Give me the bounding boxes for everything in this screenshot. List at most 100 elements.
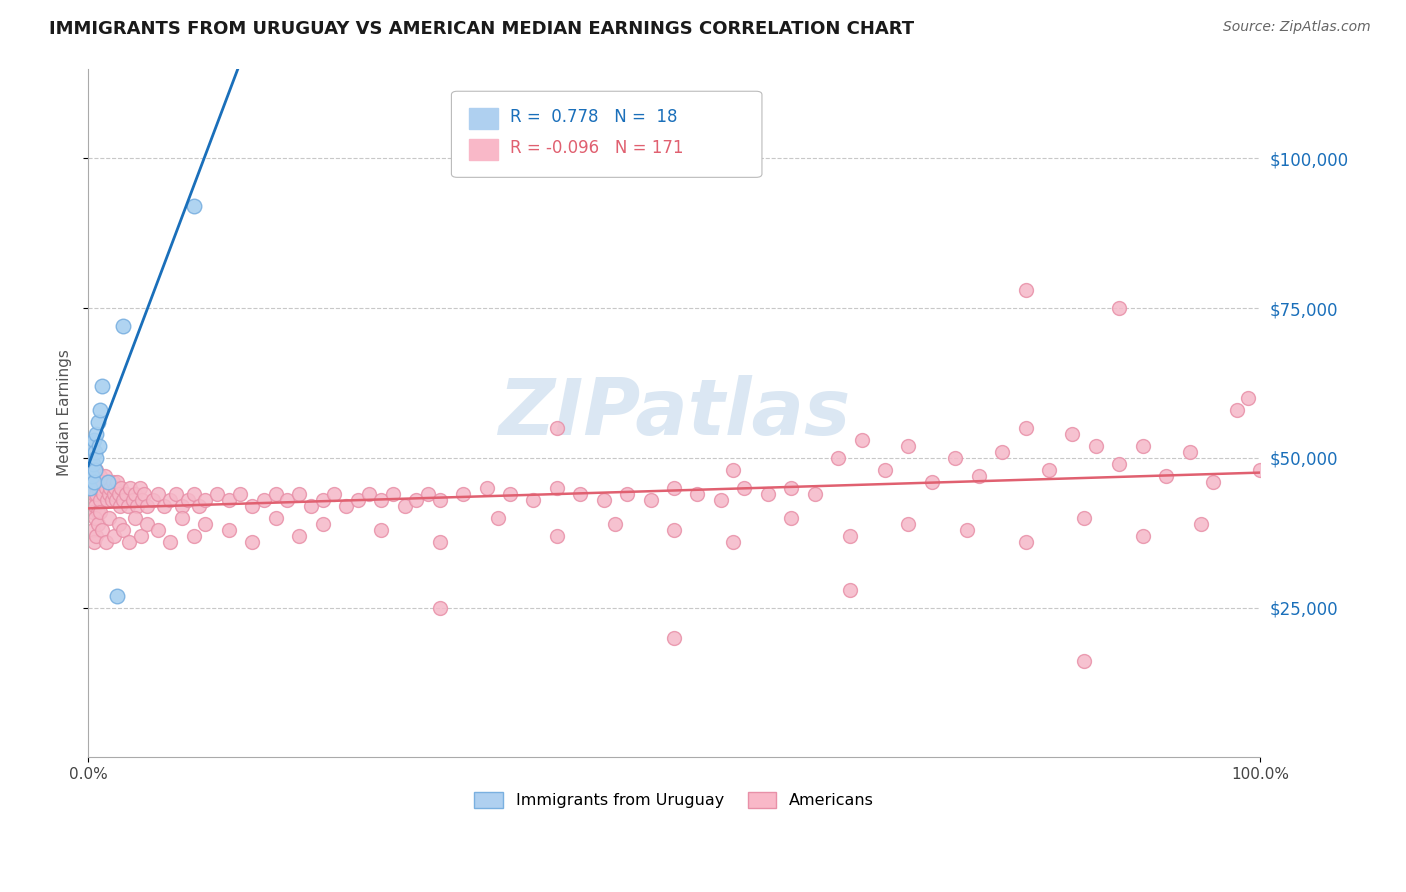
Point [148,523,170,537]
Point [114,487,136,501]
Point [103,487,125,501]
Point [153,499,176,513]
Point [107,516,129,531]
Point [91,475,114,489]
Point [1237,391,1260,405]
Point [967,468,990,483]
Point [86,487,108,501]
Point [780,481,803,495]
Point [112,523,135,537]
Point [129,529,152,543]
Point [240,499,263,513]
Point [394,499,416,513]
Point [121,492,143,507]
Point [710,492,733,507]
Point [84,499,107,513]
Point [288,529,311,543]
Point [105,492,128,507]
Point [83,468,105,483]
Point [218,492,240,507]
Point [640,492,662,507]
Point [475,481,498,495]
Text: Source: ZipAtlas.com: Source: ZipAtlas.com [1223,20,1371,34]
Point [311,516,333,531]
Point [546,481,568,495]
Point [1014,421,1036,435]
Point [80,468,103,483]
Point [359,487,381,501]
Point [721,534,744,549]
Point [135,499,157,513]
Point [803,487,825,501]
Point [96,492,118,507]
Point [299,499,322,513]
Text: R =  0.778   N =  18: R = 0.778 N = 18 [510,109,678,127]
Point [83,487,105,501]
Point [159,534,181,549]
Text: ZIPatlas: ZIPatlas [498,375,851,451]
Point [91,379,114,393]
Point [662,481,685,495]
Point [80,439,103,453]
Point [131,492,153,507]
Point [142,492,165,507]
Point [91,523,114,537]
Point [118,534,141,549]
Point [873,463,896,477]
Point [370,523,392,537]
Point [112,319,135,334]
Point [897,439,920,453]
Point [429,492,451,507]
Point [117,499,139,513]
Point [546,421,568,435]
Point [486,510,509,524]
Point [381,487,404,501]
Point [108,499,131,513]
Point [107,475,129,489]
Point [592,492,614,507]
Point [103,529,125,543]
Point [107,487,129,501]
Point [499,487,522,501]
Point [1014,534,1036,549]
Point [264,510,287,524]
Point [98,510,121,524]
Point [86,426,108,441]
Point [1108,457,1130,471]
Point [89,468,111,483]
Point [569,487,592,501]
Point [97,475,120,489]
Point [100,492,122,507]
Point [83,433,105,447]
Point [451,487,474,501]
Point [991,445,1014,459]
Point [87,475,110,489]
Point [1073,655,1095,669]
Legend: Immigrants from Uruguay, Americans: Immigrants from Uruguay, Americans [468,786,880,814]
Point [429,600,451,615]
Point [335,499,357,513]
Point [194,516,217,531]
Point [229,487,252,501]
Point [79,481,101,495]
Point [79,487,101,501]
Point [79,463,101,477]
Point [956,523,979,537]
Point [1189,516,1212,531]
Point [851,433,873,447]
FancyBboxPatch shape [470,139,498,161]
Point [90,481,112,495]
Point [1178,445,1201,459]
Point [97,475,120,489]
Point [1132,529,1154,543]
Point [1225,403,1247,417]
Point [84,475,107,489]
Point [89,403,111,417]
Point [838,529,860,543]
Point [128,481,150,495]
Point [1062,426,1084,441]
Point [370,492,392,507]
Point [311,492,333,507]
Text: R = -0.096   N = 171: R = -0.096 N = 171 [510,139,683,157]
Point [194,492,217,507]
